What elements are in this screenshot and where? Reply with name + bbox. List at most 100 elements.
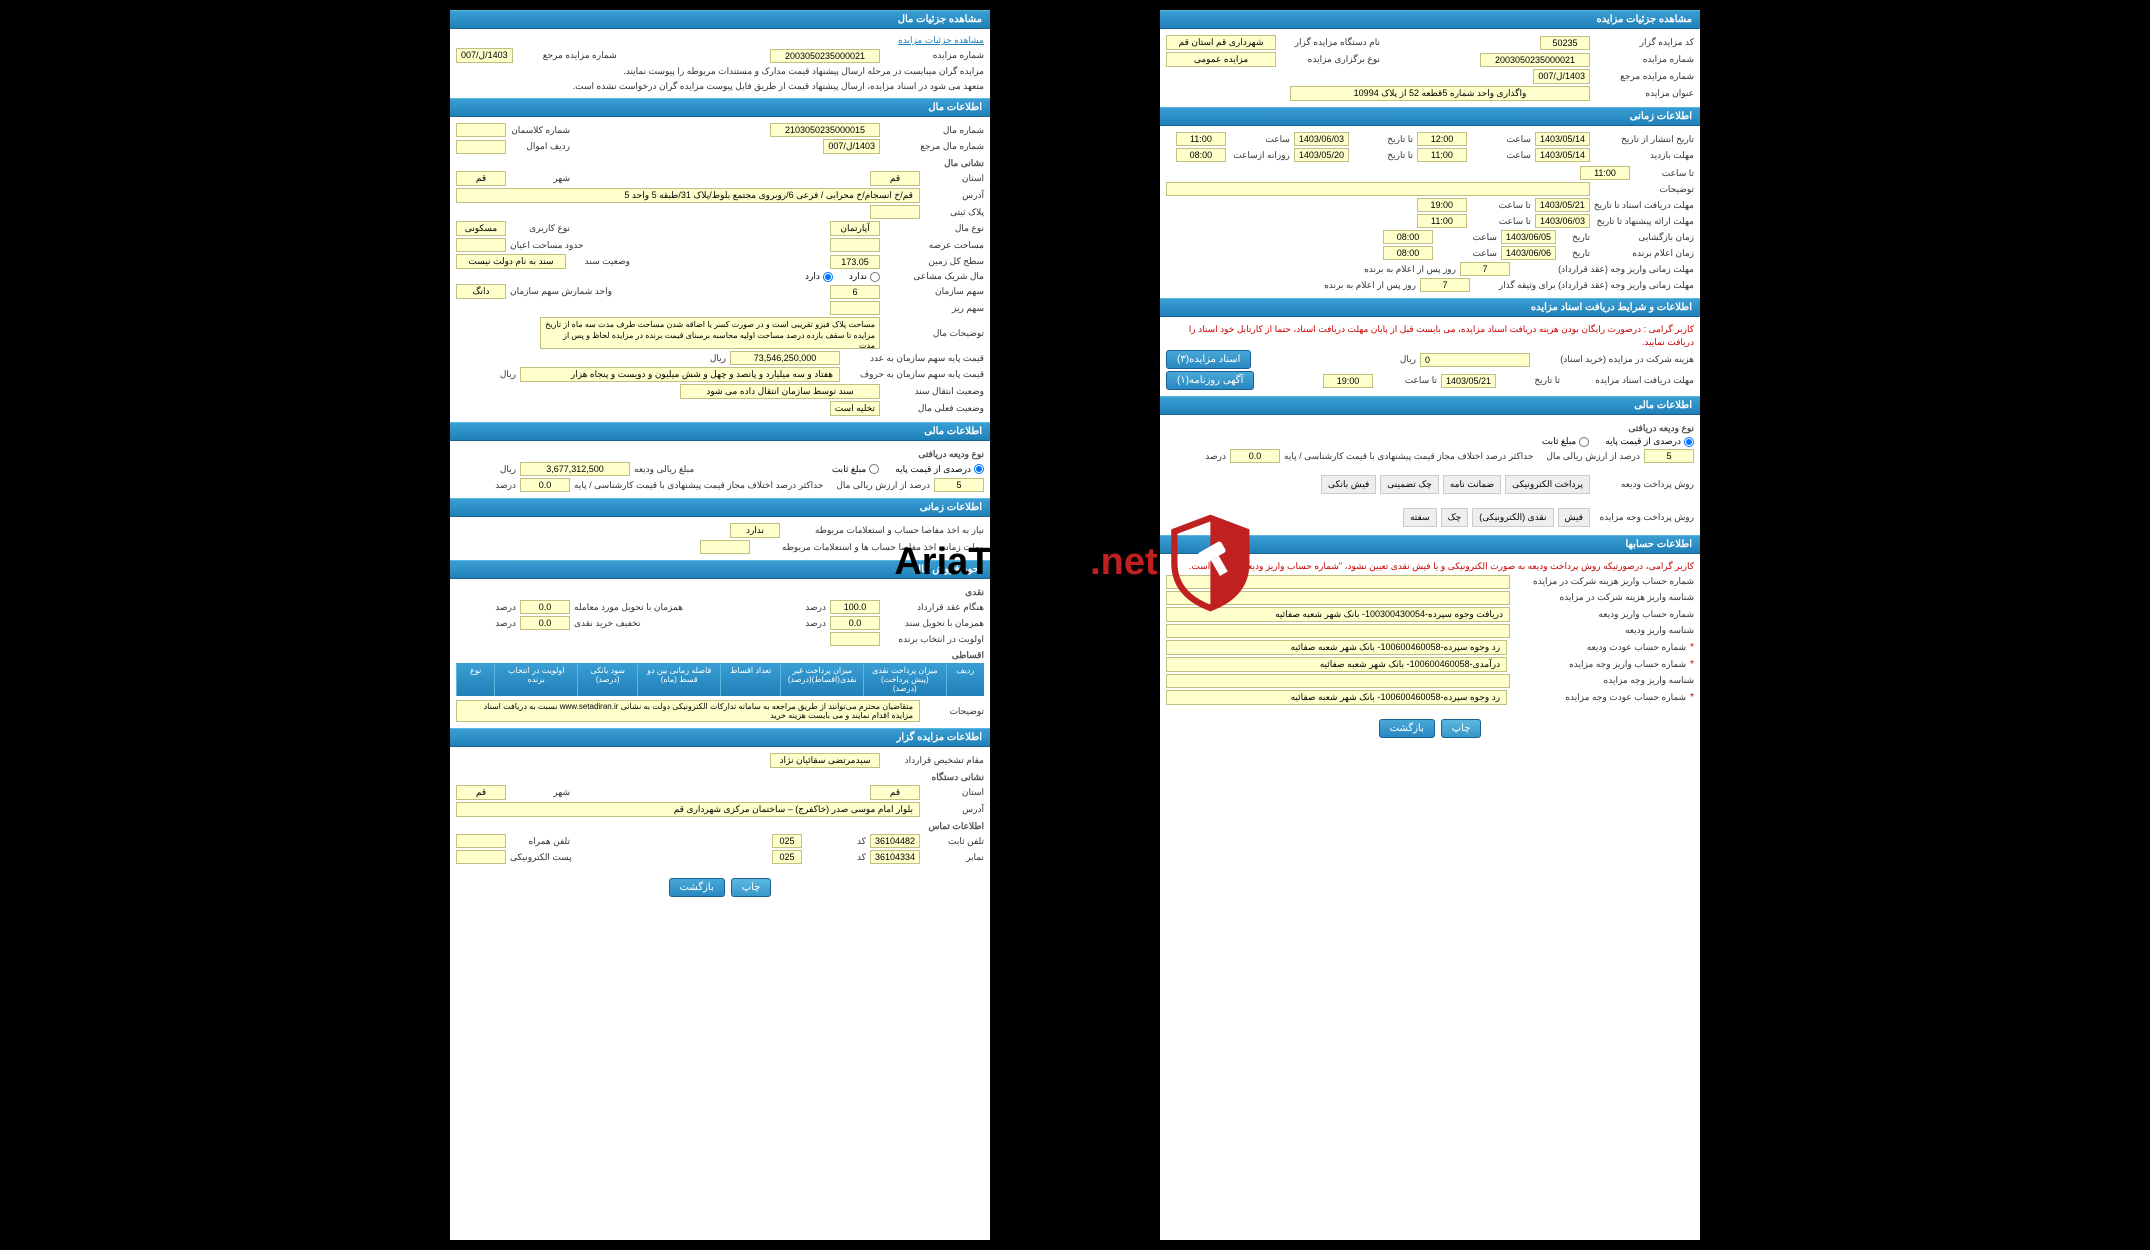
visit-from: 1403/05/14 [1535,148,1590,162]
trans-v: سند توسط سازمان انتقال داده می شود [680,384,880,399]
news-button[interactable]: آگهی روزنامه(۱) [1166,371,1254,390]
pct2-l: درصد از ارزش ریالی مال [836,480,930,491]
fax-code-v: 025 [772,850,802,864]
dep-amt-v: 3,677,312,500 [520,462,630,476]
dd2-l: مهلت دریافت اسناد مزایده [1564,375,1694,386]
area-v [830,238,880,252]
phone-l: تلفن ثابت [924,836,984,847]
winner-l: زمان اعلام برنده [1594,248,1694,259]
hdr-acc: اطلاعات حسابها [1160,535,1700,554]
maxd2-u: درصد [456,480,516,491]
view-auction-link[interactable]: مشاهده جزئیات مزایده [898,35,984,46]
base-v: 73,546,250,000 [730,351,840,365]
doc-h: 19:00 [1417,198,1467,212]
mal-num-l: شماره مال [884,125,984,136]
city-l: شهر [510,173,570,184]
mobile-v [456,834,506,848]
asset-info: شماره مال 2103050235000015 شماره کلاسمان… [450,117,990,422]
th6: سود بانکی (درصد) [577,663,637,696]
deed-l: وضعیت سند [570,256,630,267]
dd2-d: 1403/05/21 [1441,374,1496,388]
fin-l: نوع ودیعه دریافتی درصدی از قیمت پایه مبل… [450,441,990,498]
addr-l: آدرس [924,190,984,201]
reg-v [870,205,920,219]
pay-auc-l: روش پرداخت وجه مزایده [1594,512,1694,523]
pay-ecash[interactable]: نقدی (الکترونیکی) [1472,508,1553,527]
addr-v2: بلوار امام موسی صدر (خاکفرج) – ساختمان م… [456,802,920,817]
maxd-v: 0.0 [1230,449,1280,463]
pay-draft[interactable]: سفته [1403,508,1437,527]
email-v [456,850,506,864]
doc-l: مهلت دریافت اسناد تا تاریخ [1594,200,1694,211]
rial4: ریال [456,464,516,475]
lnum-v: 2003050235000021 [770,49,880,63]
basew-l: قیمت پابه سهم سازمان به حروف [844,369,984,380]
pay-c[interactable]: چک تضمینی [1380,475,1439,494]
prio-l: اولویت در انتخاب برنده [884,634,984,645]
reg-l: پلاک ثبتی [924,207,984,218]
type-val: مزایده عمومی [1166,52,1276,67]
land-l: سطح کل زمین [884,256,984,267]
pay-check[interactable]: چک [1441,508,1469,527]
auth-v: سیدمرتضی سقائیان نژاد [770,753,880,768]
back-button-r[interactable]: بازگشت [1379,719,1435,738]
offer-l: مهلت ارائه پیشنهاد تا تاریخ [1594,216,1694,227]
prov-v2: قم [870,785,920,800]
daily-f: 08:00 [1176,148,1226,162]
code-l2: کد [806,836,866,847]
joint-yes[interactable]: دارد [805,271,833,282]
pay-cash[interactable]: فیش [1558,508,1591,527]
right-footer: چاپ بازگشت [1160,711,1700,746]
hour3: ساعت [1471,150,1531,161]
back-button-l[interactable]: بازگشت [669,878,725,897]
cp-v: 100.0 [830,600,880,614]
lref-l: شماره مزایده مرجع [517,50,617,61]
opt-base-pct2[interactable]: درصدی از قیمت پایه [895,464,984,475]
visit-fh: 11:00 [1417,148,1467,162]
docs-button[interactable]: اسناد مزایده(۳) [1166,350,1251,369]
pay-g[interactable]: ضمانت نامه [1443,475,1501,494]
hdr-time-l: اطلاعات زمانی [450,498,990,517]
rial3: ریال [456,369,516,380]
print-button-l[interactable]: چاپ [731,878,772,897]
share-l: سهم سازمان [884,286,984,297]
print-button-r[interactable]: چاپ [1441,719,1482,738]
desc2-v: مساحت پلاک فبزو تقریبی است و در صورت کسر… [540,317,880,349]
left-panel: مشاهده جزئیات مال مشاهده جزئیات مزایده ش… [450,10,990,1240]
hour2: ساعت [1230,134,1290,145]
acc-info: کاربر گرامی، درصورتیکه روش پرداخت ودیعه … [1160,554,1700,711]
unit-l: واحد شمارش سهم سازمان [510,286,612,297]
right-panel: مشاهده جزئیات مزایده کد مزایده گزار 5023… [1160,10,1700,1240]
th2: میزان پرداخت نقدی (پیش پرداخت) (درصد) [863,663,946,696]
opt-fixed2[interactable]: مبلغ ثابت [832,464,879,475]
a1l: شماره حساب واریز هزینه شرکت در مزایده [1514,576,1694,587]
org-info: مقام تشخیص قرارداد سیدمرتضی سقائیان نژاد… [450,747,990,870]
opt-pct-base[interactable]: درصدی از قیمت پایه [1605,436,1694,447]
type-label: نوع برگزاری مزایده [1280,54,1380,65]
th8: نوع [456,663,494,696]
prov-v: قم [870,171,920,186]
area-l: مساحت عرصه [884,240,984,251]
fax-code-l: کد [806,852,866,863]
desc-l: توضیحات [1594,184,1694,195]
addr-l2: آدرس [924,804,984,815]
opt-fixed[interactable]: مبلغ ثابت [1542,436,1589,447]
dd2-h: 19:00 [1323,374,1373,388]
time-info: تاریخ انتشار از تاریخ 1403/05/14 ساعت 12… [1160,126,1700,298]
daily-t: 11:00 [1580,166,1630,180]
pay-e[interactable]: پرداخت الکترونیکی [1505,475,1590,494]
sp-l: همزمان با تحویل سند [884,618,984,629]
a2v [1166,591,1510,605]
dep-dl-u: روز پس از اعلام به برنده [1324,280,1416,291]
joint-no[interactable]: ندارد [849,271,880,282]
mal-ref-v: 1403/ل/007 [823,139,880,154]
a7v [1166,674,1510,688]
sp-u: درصد [766,618,826,629]
n1: مزایده گران میبایست در مرحله ارسال پیشنه… [456,65,984,78]
mtype-v: آپارتمان [830,221,880,236]
fax-v: 36104334 [870,850,920,864]
disch-l: وضعیت فعلی مال [884,403,984,414]
pay-b[interactable]: فیش بانکی [1321,475,1376,494]
hdr-docs: اطلاعات و شرایط دریافت اسناد مزایده [1160,298,1700,317]
contact-hdr: اطلاعات تماس [456,821,984,832]
